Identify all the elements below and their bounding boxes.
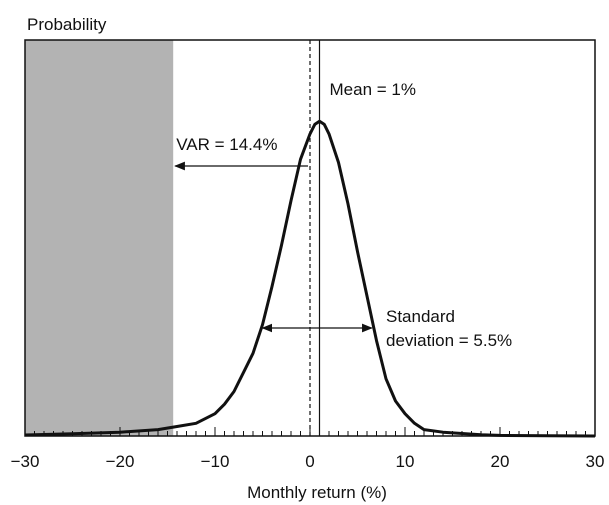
x-tick-label: −20	[106, 452, 135, 471]
x-tick-label: −10	[201, 452, 230, 471]
x-tick-label: −30	[11, 452, 40, 471]
y-axis-label: Probability	[27, 15, 107, 34]
x-tick-label: 10	[396, 452, 415, 471]
std-dev-label-line2: deviation = 5.5%	[386, 331, 512, 350]
std-dev-label-line1: Standard	[386, 307, 455, 326]
var-tail-shaded-region	[25, 40, 174, 436]
mean-label: Mean = 1%	[330, 80, 416, 99]
var-label: VAR = 14.4%	[176, 135, 277, 154]
x-tick-label: 0	[305, 452, 314, 471]
x-tick-label: 20	[491, 452, 510, 471]
x-axis-label: Monthly return (%)	[247, 483, 387, 502]
x-tick-label: 30	[586, 452, 605, 471]
